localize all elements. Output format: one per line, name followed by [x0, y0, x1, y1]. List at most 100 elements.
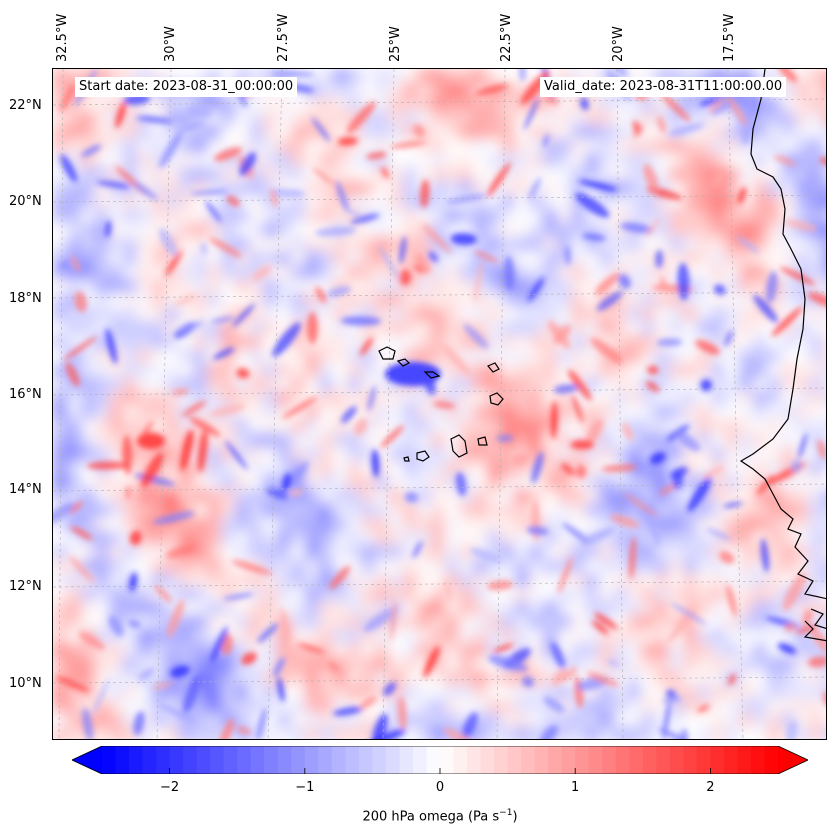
- omega-cell: [305, 223, 320, 238]
- omega-cell: [179, 727, 194, 739]
- omega-cell: [305, 517, 320, 532]
- omega-cell: [305, 377, 320, 392]
- omega-cell: [333, 363, 348, 378]
- omega-cell: [753, 321, 768, 336]
- omega-cell: [305, 447, 320, 462]
- omega-cell: [95, 195, 110, 210]
- omega-cell: [193, 587, 208, 602]
- omega-cell: [403, 419, 418, 434]
- omega-cell: [459, 601, 474, 616]
- omega-cell: [193, 601, 208, 616]
- omega-cell: [361, 713, 376, 728]
- omega-cell: [445, 307, 460, 322]
- omega-cell: [641, 153, 656, 168]
- omega-cell: [221, 433, 236, 448]
- omega-cell: [137, 167, 152, 182]
- omega-cell: [249, 251, 264, 266]
- omega-cell: [627, 573, 642, 588]
- omega-cell: [585, 405, 600, 420]
- omega-cell: [739, 657, 754, 672]
- omega-cell: [431, 97, 446, 112]
- omega-cell: [459, 531, 474, 546]
- omega-cell: [613, 433, 628, 448]
- omega-cell: [319, 377, 334, 392]
- omega-cell: [319, 265, 334, 280]
- omega-cell: [529, 335, 544, 350]
- omega-cell: [403, 349, 418, 364]
- omega-streak: [567, 369, 592, 401]
- omega-cell: [767, 419, 782, 434]
- omega-cell: [613, 377, 628, 392]
- omega-cell: [627, 349, 642, 364]
- omega-cell: [767, 559, 782, 574]
- omega-cell: [445, 531, 460, 546]
- omega-cell: [529, 559, 544, 574]
- omega-cell: [683, 475, 698, 490]
- omega-cell: [291, 713, 306, 728]
- omega-cell: [669, 559, 684, 574]
- omega-cell: [319, 713, 334, 728]
- omega-cell: [67, 209, 82, 224]
- omega-cell: [81, 363, 96, 378]
- omega-cell: [795, 293, 810, 308]
- omega-cell: [445, 363, 460, 378]
- omega-cell: [641, 475, 656, 490]
- omega-cell: [767, 433, 782, 448]
- omega-cell: [683, 349, 698, 364]
- omega-cell: [613, 643, 628, 658]
- omega-streak: [660, 92, 691, 123]
- omega-cell: [711, 643, 726, 658]
- omega-cell: [781, 699, 796, 714]
- omega-cell: [95, 265, 110, 280]
- omega-cell: [557, 97, 572, 112]
- omega-cell: [81, 111, 96, 126]
- omega-cell: [109, 601, 124, 616]
- omega-cell: [403, 447, 418, 462]
- omega-cell: [291, 97, 306, 112]
- omega-cell: [109, 195, 124, 210]
- omega-cell: [557, 503, 572, 518]
- omega-cell: [739, 615, 754, 630]
- omega-cell: [711, 433, 726, 448]
- omega-cell: [319, 587, 334, 602]
- omega-streak: [70, 526, 93, 540]
- lon-label-20w: 20°W: [611, 26, 626, 62]
- omega-cell: [473, 307, 488, 322]
- omega-cell: [277, 559, 292, 574]
- omega-streak: [705, 528, 732, 540]
- omega-cell: [403, 195, 418, 210]
- omega-cell: [53, 335, 68, 350]
- omega-cell: [53, 475, 68, 490]
- omega-cell: [95, 545, 110, 560]
- omega-cell: [823, 461, 826, 476]
- omega-streak: [340, 316, 382, 326]
- omega-cell: [319, 391, 334, 406]
- omega-cell: [53, 307, 68, 322]
- omega-cell: [473, 671, 488, 686]
- omega-cell: [305, 181, 320, 196]
- omega-cell: [375, 335, 390, 350]
- omega-cell: [123, 587, 138, 602]
- omega-cell: [697, 391, 712, 406]
- omega-cell: [767, 363, 782, 378]
- omega-cell: [823, 223, 826, 238]
- omega-streak: [711, 170, 727, 186]
- omega-cell: [319, 237, 334, 252]
- omega-streak: [621, 422, 634, 441]
- omega-cell: [277, 587, 292, 602]
- omega-cell: [543, 461, 558, 476]
- omega-cell: [683, 335, 698, 350]
- omega-cell: [333, 391, 348, 406]
- omega-cell: [725, 377, 740, 392]
- omega-cell: [389, 545, 404, 560]
- omega-streak: [236, 367, 250, 379]
- omega-cell: [739, 153, 754, 168]
- omega-cell: [137, 615, 152, 630]
- omega-cell: [725, 237, 740, 252]
- omega-cell: [683, 209, 698, 224]
- omega-cell: [95, 111, 110, 126]
- omega-cell: [193, 545, 208, 560]
- omega-cell: [235, 391, 250, 406]
- omega-cell: [501, 629, 516, 644]
- omega-cell: [445, 335, 460, 350]
